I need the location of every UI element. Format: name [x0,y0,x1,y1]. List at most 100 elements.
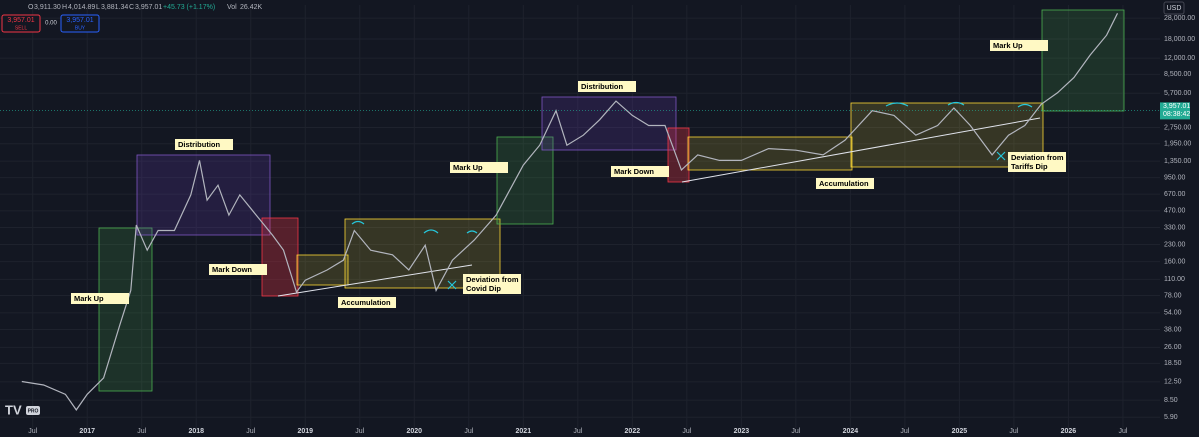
y-tick-label: 5,700.00 [1164,90,1191,97]
y-tick-label: 160.00 [1164,259,1186,266]
y-tick-label: 18.50 [1164,360,1182,367]
annotation-box [990,40,1048,51]
change: +45.73 (+1.17%) [163,4,215,11]
grid [0,5,1160,428]
buy-button[interactable] [60,14,100,33]
annotation-box [209,264,267,275]
y-tick-label: 78.00 [1164,292,1182,299]
badge: PRO [28,408,39,414]
currency[interactable]: USD [1167,5,1182,12]
x-tick-label: 2025 [952,428,968,435]
y-tick-label: 950.00 [1164,175,1186,182]
annotation-box [338,297,396,308]
toolbar: O 3,911.30 H 4,014.89 L 3,881.34 C 3,957… [1,1,1185,417]
y-tick-label: 470.00 [1164,208,1186,215]
ohlc-low: 3,881.34 [101,4,128,11]
y-tick-label: 18,000.00 [1164,36,1195,43]
annotation-box [71,293,129,304]
badge-bg [26,406,40,415]
x-tick-label: 2022 [625,428,641,435]
annotation-box [611,166,669,177]
volume-label: Vol [227,4,237,11]
sell-button[interactable] [1,14,41,33]
last-price-tag [1160,102,1190,120]
x-tick-label: Jul [28,428,37,435]
last-price-label: 3,957.01 [1163,103,1190,110]
y-tick-label: 12.50 [1164,379,1182,386]
annotation: Accumulation [819,179,869,188]
y-tick-label: 38.00 [1164,326,1182,333]
annotation: Mark Up [74,294,104,303]
x-tick-label: Jul [1118,428,1127,435]
markdown-zone [667,127,690,183]
x-tick-label: Jul [246,428,255,435]
y-tick-label: 670.00 [1164,191,1186,198]
markdown-zone [261,217,299,297]
annotation: Mark Down [212,265,252,274]
buy-label[interactable]: BUY [75,25,86,31]
x-tick-label: Jul [355,428,364,435]
y-tick-label: 230.00 [1164,241,1186,248]
y-tick-label: 1,350.00 [1164,158,1191,165]
y-tick-label: 12,000.00 [1164,55,1195,62]
y-tick-label: 54.00 [1164,310,1182,317]
annotation-box [463,274,521,294]
annotation-box [450,162,508,173]
x-tick-label: Jul [682,428,691,435]
ohlc-open: 3,911.30 [34,4,61,11]
price-line [21,13,1119,411]
trendline [681,117,1041,183]
y-tick-label: 8,500.00 [1164,71,1191,78]
annotation: Distribution [178,140,220,149]
annotation: Covid Dip [466,284,501,293]
y-tick-label: 1,950.00 [1164,141,1191,148]
y-tick-label: 28,000.00 [1164,15,1195,22]
x-tick-label: 2020 [406,428,422,435]
x-tick-label: Jul [791,428,800,435]
annotation: Tariffs Dip [1011,162,1048,171]
y-tick-label: 330.00 [1164,224,1186,231]
currency-button[interactable] [1163,1,1185,15]
ohlc-close-label: C [129,4,134,11]
ohlc-high-label: H [62,4,67,11]
x-tick-label: Jul [1009,428,1018,435]
cross-marker [996,151,1006,161]
logo: TV [5,402,22,417]
y-tick-label: 26.00 [1164,344,1182,351]
series [21,13,1119,411]
y-tick-label: 110.00 [1164,276,1185,283]
ohlc-open-label: O [28,4,34,11]
x-tick-label: 2019 [297,428,313,435]
buy-price[interactable]: 3,957.01 [66,17,93,24]
trendline [277,264,473,297]
x-tick-label: 2023 [734,428,750,435]
annotation-box [1008,152,1066,172]
cross-marker [447,280,457,290]
x-tick-label: 2021 [516,428,532,435]
x-tick-label: Jul [573,428,582,435]
x-tick-label: Jul [464,428,473,435]
y-tick-label: 2,750.00 [1164,124,1191,131]
ohlc-close: 3,957.01 [135,4,162,11]
annotations: Mark Up Distribution Mark Down Accumulation… [71,40,1066,308]
x-tick-label: 2018 [188,428,204,435]
top-arc [351,101,1033,234]
x-tick-label: Jul [137,428,146,435]
annotation: Mark Up [993,41,1023,50]
annotation-box [578,81,636,92]
ohlc-low-label: L [96,4,100,11]
annotation-box [175,139,233,150]
annotation: Deviation from [466,275,519,284]
annotation: Accumulation [341,298,391,307]
ohlc-high: 4,014.89 [68,4,95,11]
distribution-zone [541,96,677,151]
annotation: Deviation from [1011,153,1064,162]
sell-price[interactable]: 3,957.01 [7,17,34,24]
countdown: 08:38:42 [1163,111,1190,118]
markup-zone [496,136,554,225]
markers [351,101,1033,290]
sell-label[interactable]: SELL [15,25,27,31]
